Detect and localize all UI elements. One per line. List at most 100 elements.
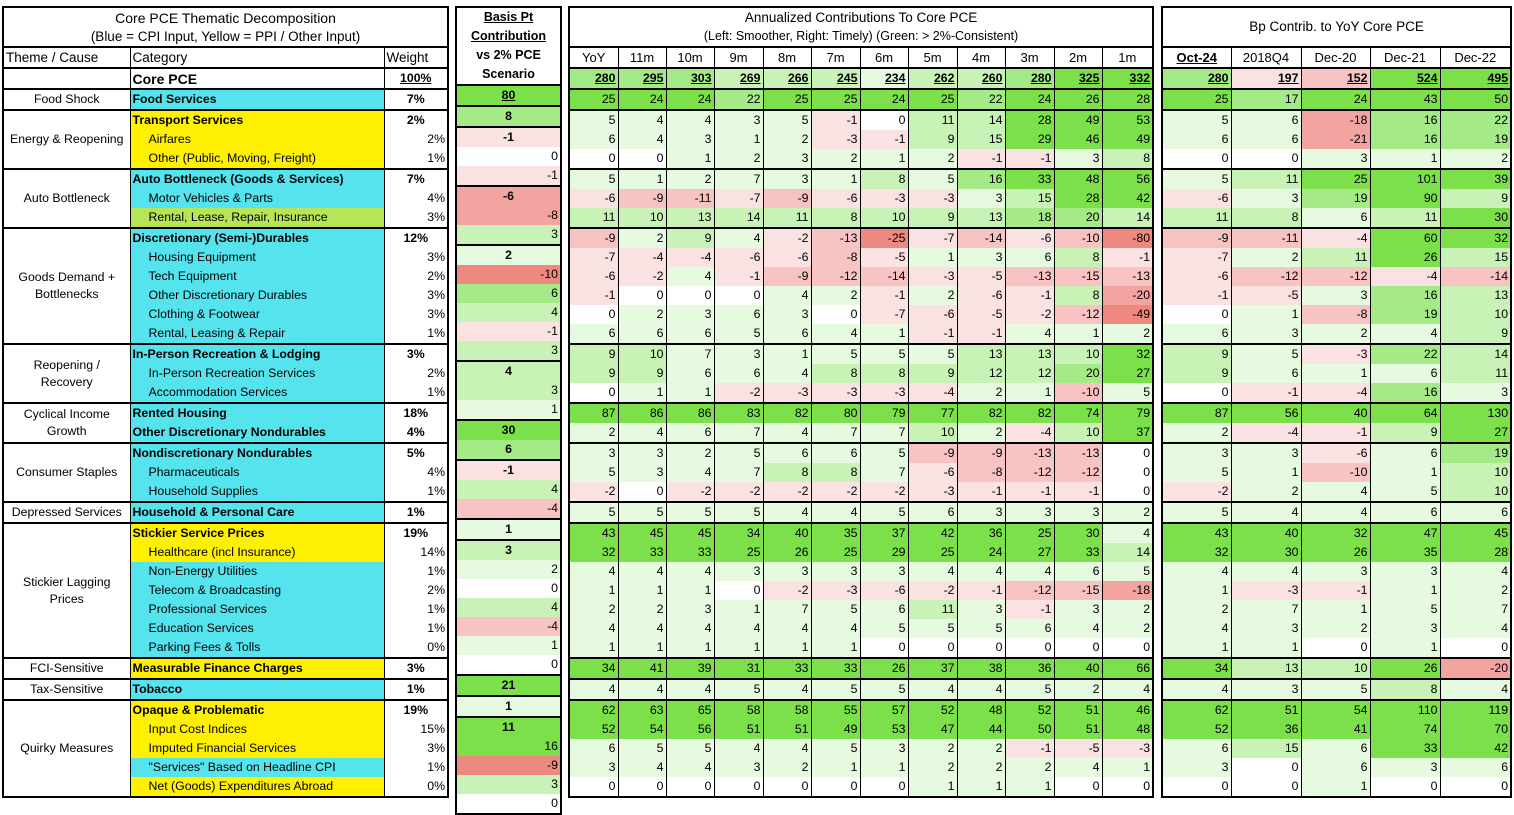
ann-value: 3 [1054,600,1103,619]
ann-value: 3 [714,109,764,130]
ann-value: 1 [860,758,909,777]
ann-value: 6 [569,324,619,344]
yoy-value: -14 [1440,267,1512,286]
ann-value: 37 [860,522,909,543]
yoy-value: 9 [1162,343,1232,364]
ann-value: 1 [618,638,667,658]
yoy-header: Dec-20 [1301,46,1371,69]
ann-value: 55 [811,699,861,720]
ann-value: 9 [908,130,958,149]
ann-value: 1 [714,638,764,658]
category-label: Input Cost Indices [130,720,385,739]
ann-value: 1 [714,600,764,619]
bp-title-line: Scenario [456,65,561,86]
bp-title-line: Contribution [471,29,546,44]
ann-value: 8 [860,364,909,383]
ann-value: 28 [1102,89,1154,110]
yoy-value: 5 [1231,343,1302,364]
yoy-value: 2 [1440,581,1512,600]
ann-value: 6 [618,324,667,344]
main-title: Core PCE Thematic Decomposition [115,9,336,26]
ann-value: 6 [1005,619,1055,638]
bp-value: 4 [456,303,561,322]
ann-value: -3 [908,189,958,208]
ann-value: -8 [811,248,861,267]
ann-value: 2 [811,149,861,169]
ann-value: -6 [1005,227,1055,248]
ann-value: 4 [1054,758,1103,777]
ann-value: 3 [569,442,619,463]
yoy-value: 1 [1301,777,1371,798]
category-label: Imputed Financial Services [130,739,385,758]
bp-value: -4 [456,499,561,519]
bp-value: 2 [456,560,561,579]
bp-title-line: vs 2% PCE [476,48,541,63]
yoy-value: 110 [1370,699,1441,720]
ann-value: 1 [957,777,1006,798]
ann-value: 8 [860,168,909,189]
ann-value: 0 [860,777,909,798]
yoy-value: -4 [1231,423,1302,443]
yoy-value: 1 [1231,463,1302,482]
ann-value: 14 [957,109,1006,130]
ann-value: 4 [811,619,861,638]
ann-value: 4 [714,227,764,248]
ann-value: 2 [908,739,958,758]
yoy-value: 52 [1162,720,1232,739]
ann-value: 62 [569,699,619,720]
ann-value: 4 [714,739,764,758]
ann-value: -1 [1005,149,1055,169]
ann-value: 31 [714,657,764,679]
core-yoy-value: 197 [1231,68,1302,90]
ann-value: 2 [1102,501,1154,523]
bp-value: 1 [456,400,561,420]
bp-contribution-table: Basis Pt Contribution vs 2% PCE Scenario 80 8… [455,6,562,815]
ann-value: 35 [811,522,861,543]
ann-value: -6 [569,267,619,286]
ann-value: -9 [618,189,667,208]
yoy-value: 43 [1162,522,1232,543]
ann-value: -3 [811,383,861,403]
ann-value: 27 [1005,543,1055,562]
ann-value: 3 [1054,149,1103,169]
bp-value: -10 [456,265,561,284]
ann-value: -6 [569,189,619,208]
category-label: Professional Services [130,600,385,619]
yoy-value: 0 [1501,640,1509,655]
ann-value: 44 [957,720,1006,739]
ann-value: 34 [569,657,619,679]
ann-value: 25 [908,543,958,562]
ann-value: 8 [811,364,861,383]
ann-value: 6 [908,501,958,523]
ann-value: 8 [1054,286,1103,305]
ann-value: 5 [714,324,764,344]
ann-value: 24 [957,543,1006,562]
header-weight: Weight [384,46,449,69]
yoy-value: 11 [1370,208,1441,228]
ann-value: 0 [1102,442,1154,463]
ann-value: 5 [666,501,715,523]
yoy-value: 1 [1301,364,1371,383]
yoy-value: 3 [1370,619,1441,638]
ann-value: 7 [763,600,812,619]
ann-value: 49 [1102,130,1154,149]
ann-value: 28 [1054,189,1103,208]
yoy-value: 6 [1231,109,1302,130]
ann-value: 5 [860,442,909,463]
ann-value: 3 [957,248,1006,267]
yoy-value: 0 [1231,149,1302,169]
yoy-value: 11 [1231,168,1302,189]
ann-value: 4 [1005,562,1055,581]
bp-value: -1 [456,126,561,147]
ann-value: 6 [569,130,619,149]
ann-value: -13 [1102,267,1154,286]
ann-value: -15 [1054,267,1103,286]
category-label: Education Services [130,619,385,638]
ann-header: 11m [618,46,667,69]
yoy-value: 3 [1440,383,1512,403]
ann-value: 22 [957,89,1006,110]
yoy-value: 4 [1440,562,1512,581]
ann-value: 2 [618,227,667,248]
ann-value: 51 [1054,720,1103,739]
ann-value: 5 [666,739,715,758]
